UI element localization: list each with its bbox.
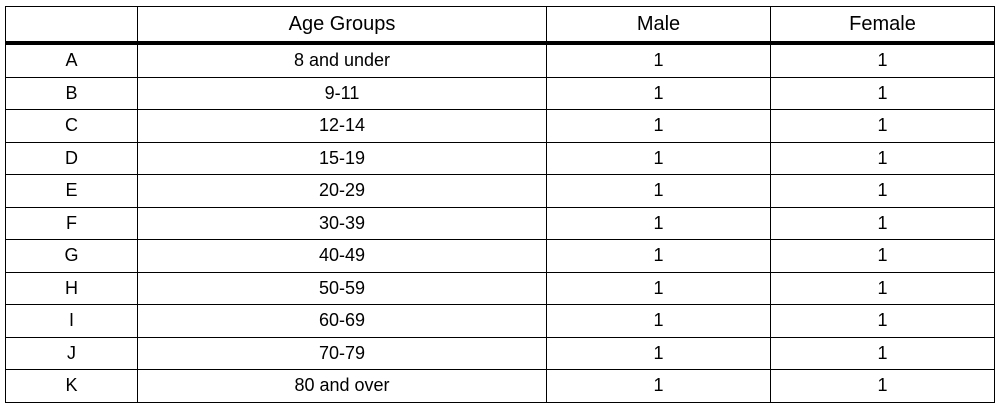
header-cell: Age Groups — [137, 6, 547, 45]
age-group: 80 and over — [137, 369, 547, 403]
male-count: 1 — [546, 42, 771, 78]
female-count: 1 — [770, 109, 995, 143]
female-count: 1 — [770, 141, 995, 175]
header-cell: Male — [546, 6, 771, 45]
row-label: B — [5, 76, 138, 110]
age-group: 70-79 — [137, 336, 547, 370]
age-group: 50-59 — [137, 271, 547, 305]
female-count: 1 — [770, 369, 995, 403]
age-group: 40-49 — [137, 239, 547, 273]
header-row: Age Groups Male Female — [5, 6, 995, 45]
male-count: 1 — [546, 76, 771, 110]
female-count: 1 — [770, 304, 995, 338]
male-count: 1 — [546, 304, 771, 338]
row-label: J — [5, 336, 138, 370]
male-count: 1 — [546, 336, 771, 370]
table-row: D 15-19 1 1 — [5, 141, 995, 175]
female-count: 1 — [770, 174, 995, 208]
table-row: H 50-59 1 1 — [5, 271, 995, 305]
female-count: 1 — [770, 239, 995, 273]
table-row: C 12-14 1 1 — [5, 109, 995, 143]
table-row: K 80 and over 1 1 — [5, 369, 995, 403]
row-label: I — [5, 304, 138, 338]
male-count: 1 — [546, 141, 771, 175]
corner-cell — [5, 6, 138, 45]
age-group: 60-69 — [137, 304, 547, 338]
row-label: H — [5, 271, 138, 305]
table-row: G 40-49 1 1 — [5, 239, 995, 273]
male-count: 1 — [546, 369, 771, 403]
female-count: 1 — [770, 206, 995, 240]
row-label: C — [5, 109, 138, 143]
female-count: 1 — [770, 42, 995, 78]
male-count: 1 — [546, 271, 771, 305]
header-cell: Female — [770, 6, 995, 45]
row-label: K — [5, 369, 138, 403]
male-count: 1 — [546, 109, 771, 143]
row-label: A — [5, 42, 138, 78]
table-row: F 30-39 1 1 — [5, 206, 995, 240]
row-label: G — [5, 239, 138, 273]
age-group: 30-39 — [137, 206, 547, 240]
row-label: D — [5, 141, 138, 175]
female-count: 1 — [770, 336, 995, 370]
male-count: 1 — [546, 174, 771, 208]
table-row: J 70-79 1 1 — [5, 336, 995, 370]
age-group: 9-11 — [137, 76, 547, 110]
row-label: F — [5, 206, 138, 240]
age-group: 15-19 — [137, 141, 547, 175]
row-label: E — [5, 174, 138, 208]
table-row: B 9-11 1 1 — [5, 76, 995, 110]
male-count: 1 — [546, 206, 771, 240]
male-count: 1 — [546, 239, 771, 273]
table-row: E 20-29 1 1 — [5, 174, 995, 208]
age-group: 8 and under — [137, 42, 547, 78]
female-count: 1 — [770, 271, 995, 305]
table-row: I 60-69 1 1 — [5, 304, 995, 338]
age-group: 20-29 — [137, 174, 547, 208]
female-count: 1 — [770, 76, 995, 110]
age-group: 12-14 — [137, 109, 547, 143]
